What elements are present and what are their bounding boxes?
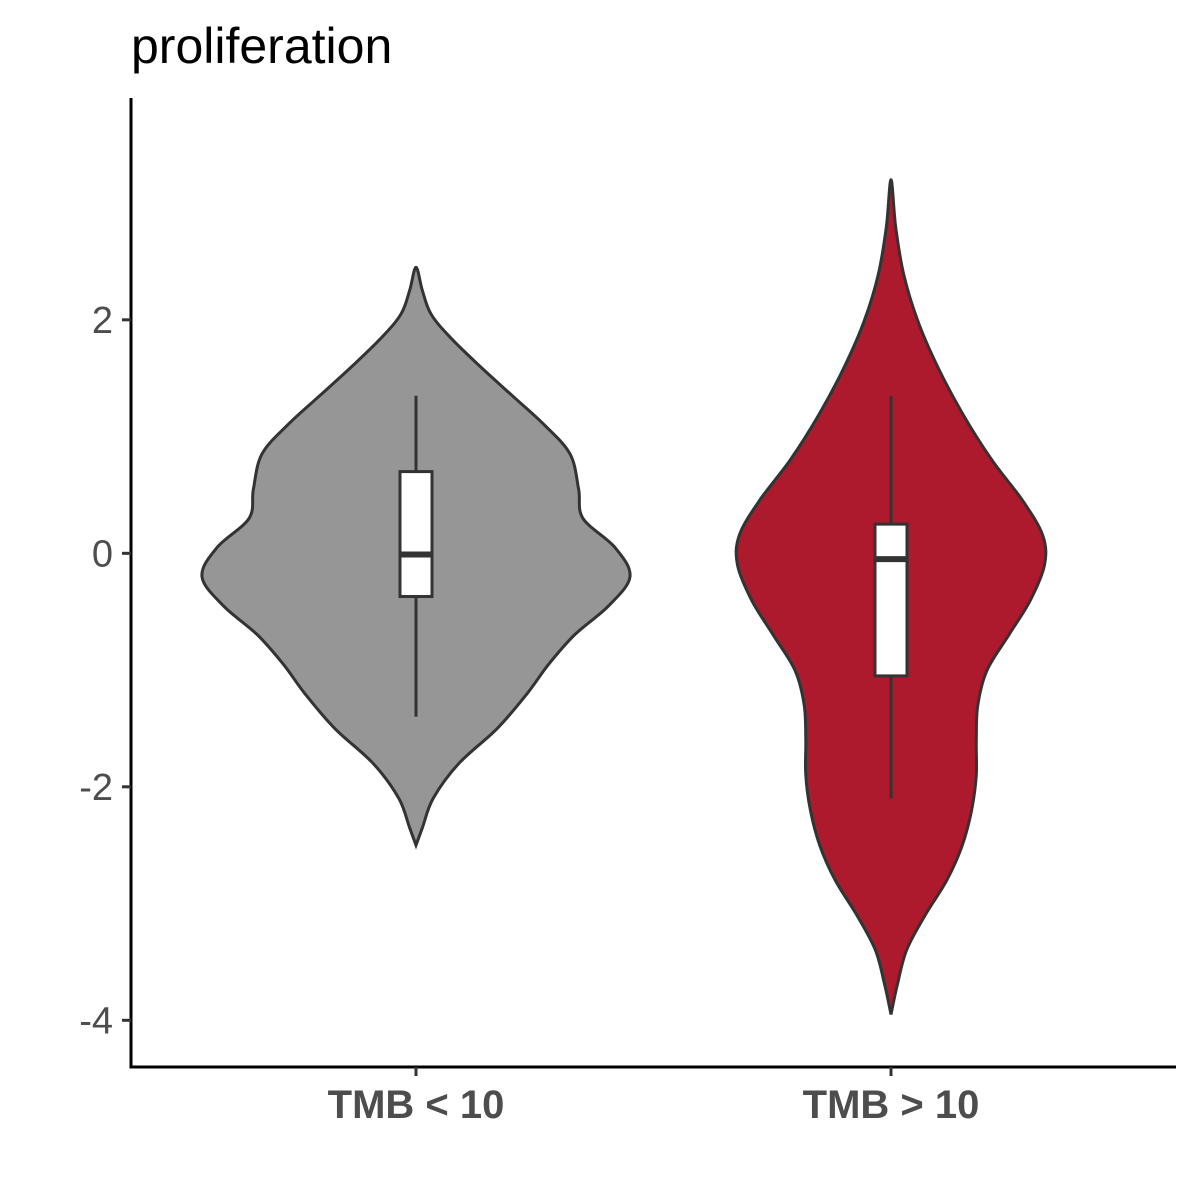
axes (129, 98, 1176, 1069)
x-tick-label: TMB > 10 (803, 1083, 980, 1127)
y-axis-ticks: -4 -2 0 2 (79, 300, 131, 1042)
y-tick-label: -2 (79, 767, 113, 809)
chart-title: proliferation (131, 18, 392, 74)
y-tick-label: 2 (92, 300, 113, 342)
x-axis-ticks: TMB < 10 TMB > 10 (328, 1067, 980, 1127)
violin-group (200, 265, 632, 850)
x-tick-label: TMB < 10 (328, 1083, 505, 1127)
box-iqr (398, 470, 434, 599)
box-iqr (873, 522, 909, 678)
violin-group (734, 178, 1048, 1015)
y-tick-label: -4 (79, 1000, 113, 1042)
y-tick-label: 0 (92, 533, 113, 575)
plot-area (200, 178, 1048, 1015)
